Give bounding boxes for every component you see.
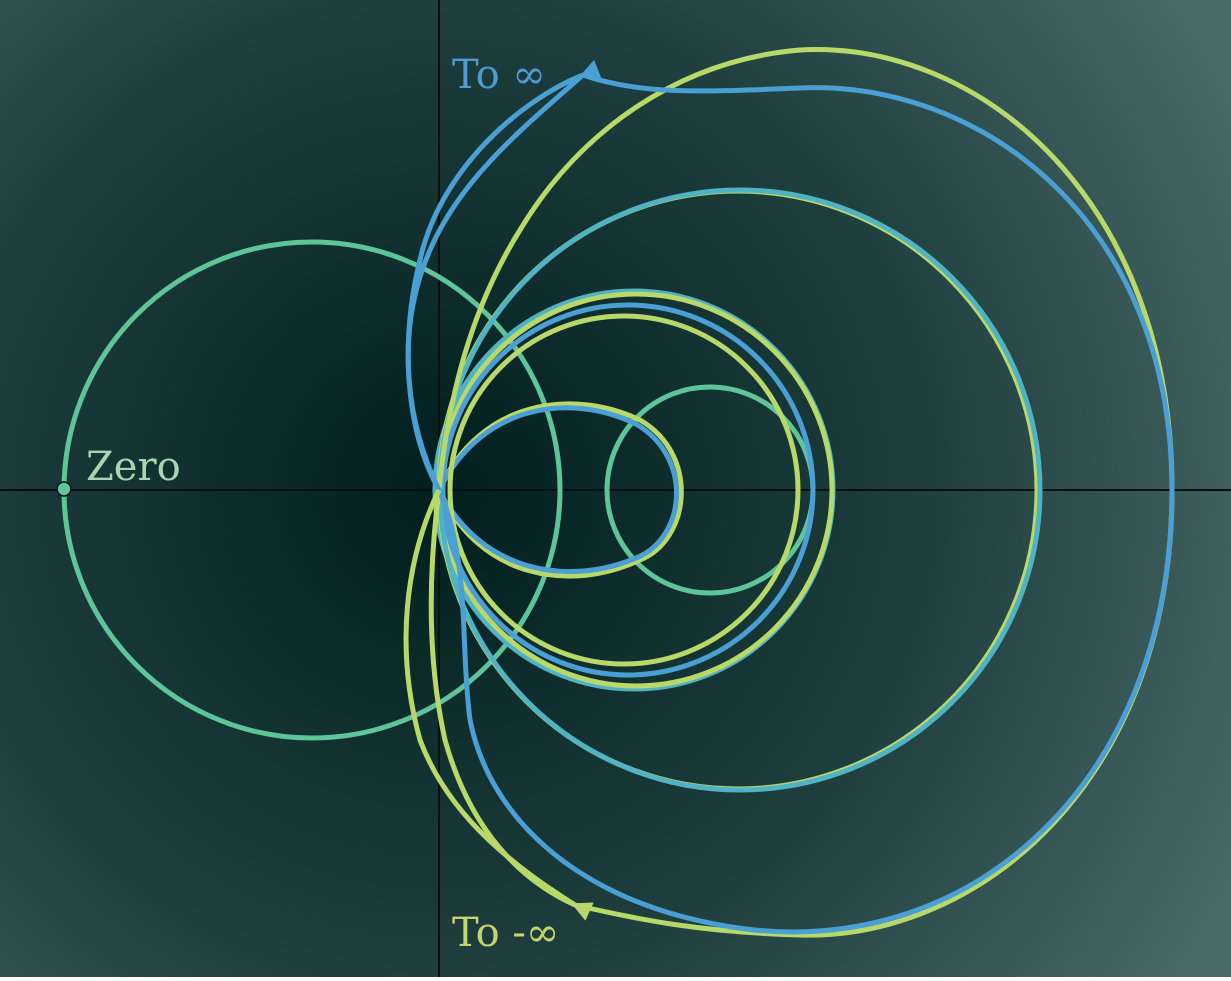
to-negative-infinity-label: To -∞ — [452, 910, 559, 956]
inner-lime-arc-left — [403, 488, 577, 908]
inner-blue-arc-left — [405, 73, 585, 492]
outer-lime-path — [428, 47, 1175, 938]
to-infinity-label: To ∞ — [452, 52, 546, 98]
zero-label: Zero — [86, 444, 181, 490]
circle-medium-lime-2 — [447, 313, 801, 667]
zero-point — [56, 481, 72, 497]
circle-medium-blue — [440, 302, 816, 678]
teardrop-blue — [436, 405, 680, 575]
teardrop-lime — [436, 401, 684, 579]
